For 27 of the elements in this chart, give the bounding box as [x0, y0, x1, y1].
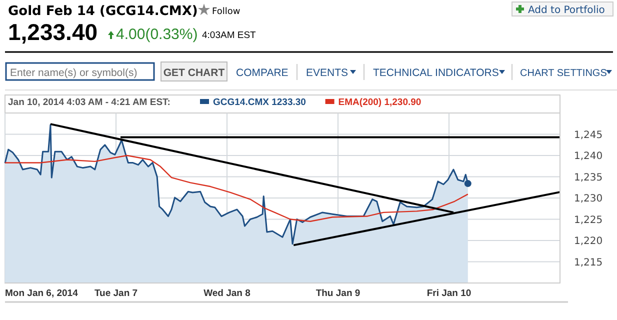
legend-label: EMA(200) 1,230.90 [338, 97, 422, 108]
y-tick-label: 1,240 [574, 151, 603, 162]
y-tick-label: 1,215 [574, 257, 603, 268]
text: 4.00(0.33%) [116, 26, 198, 43]
text: EVENTS [306, 67, 348, 79]
x-tick-label: Thu Jan 9 [316, 288, 360, 299]
text: 1,233.40 [8, 19, 98, 45]
y-tick-label: 1,235 [574, 172, 603, 184]
text: CHART SETTINGS [520, 68, 608, 79]
text: Follow [212, 7, 240, 17]
x-tick-label: Mon Jan 6, 2014 [5, 288, 79, 299]
x-tick-label: Wed Jan 8 [204, 288, 250, 299]
text: Enter name(s) or symbol(s) [10, 67, 138, 79]
x-tick-label: Fri Jan 10 [426, 288, 472, 299]
y-tick-label: 1,225 [574, 214, 603, 226]
chart-title: Gold Feb 14 (GCG14.CMX) [8, 4, 198, 19]
x-tick-label: Tue Jan 7 [94, 288, 138, 299]
y-tick-label: 1,220 [574, 236, 603, 247]
text: 4:03AM EST [202, 30, 256, 41]
text: GET CHART [163, 67, 226, 79]
y-tick-label: 1,230 [574, 194, 603, 204]
text: Add to Portfolio [528, 5, 605, 16]
legend-label: GCG14.CMX 1233.30 [213, 97, 306, 108]
chart-subtitle: Jan 10, 2014 4:03 AM - 4:21 AM EST: [8, 97, 170, 108]
text: COMPARE [236, 67, 288, 79]
text: TECHNICAL INDICATORS [373, 67, 499, 79]
y-tick-label: 1,245 [574, 130, 603, 141]
